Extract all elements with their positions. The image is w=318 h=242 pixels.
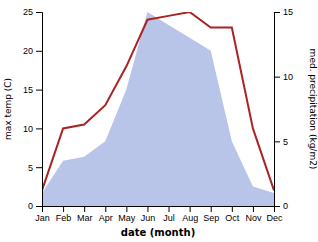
tick-label: 0 xyxy=(28,201,33,211)
tick-mark xyxy=(211,206,212,212)
tick: 5 xyxy=(28,163,42,173)
tick-label: 5 xyxy=(28,163,33,173)
plot: JanFebMarAprMayJunJulAugSepOctNovDec0510… xyxy=(23,7,293,223)
tick: 25 xyxy=(23,7,42,17)
tick: Mar xyxy=(77,206,93,223)
tick-label: 10 xyxy=(23,124,33,134)
tick: Dec xyxy=(266,206,283,223)
tick-label: Jul xyxy=(163,213,175,223)
axis-line xyxy=(275,13,281,207)
tick: Oct xyxy=(225,206,240,223)
tick-mark xyxy=(169,206,170,212)
tick-label: Sep xyxy=(203,213,219,223)
tick-label: Jan xyxy=(35,213,50,223)
tick-mark xyxy=(36,51,42,52)
tick-label: Dec xyxy=(266,213,283,223)
tick: May xyxy=(118,206,136,223)
chart: JanFebMarAprMayJunJulAugSepOctNovDec0510… xyxy=(0,0,318,242)
tick-label: Jun xyxy=(141,213,156,223)
x-axis: Jan Feb Mar Apr May Jun Jul Aug Sep Oct Nov Dec xyxy=(35,206,283,223)
tick-label: 5 xyxy=(283,137,288,147)
y2-axis: 0 5 10 15 xyxy=(274,7,293,211)
y2-axis-title: med. precipitation (kg/m2) xyxy=(308,49,318,170)
tick-mark xyxy=(274,141,280,142)
tick-mark xyxy=(126,206,127,212)
tick-label: 15 xyxy=(283,7,293,17)
tick: Nov xyxy=(245,206,262,223)
tick: 5 xyxy=(274,137,288,147)
tick-mark xyxy=(84,206,85,212)
tick: Jun xyxy=(141,206,156,223)
y-axis-title: max temp (C) xyxy=(3,78,13,140)
tick-mark xyxy=(105,206,106,212)
tick-mark xyxy=(147,206,148,212)
tick-mark xyxy=(36,167,42,168)
area xyxy=(42,12,274,206)
tick-mark xyxy=(274,77,280,78)
tick: 10 xyxy=(274,72,293,82)
y-axis: 0 5 10 15 20 25 xyxy=(23,7,43,211)
tick-label: 25 xyxy=(23,7,33,17)
tick: Feb xyxy=(56,206,72,223)
tick-mark xyxy=(190,206,191,212)
tick: Jul xyxy=(163,206,175,223)
tick-mark xyxy=(253,206,254,212)
tick-label: 10 xyxy=(283,72,293,82)
tick-label: 20 xyxy=(23,46,33,56)
tick-label: Oct xyxy=(225,213,240,223)
tick: Apr xyxy=(99,206,113,223)
tick: Aug xyxy=(182,206,198,223)
axis-line xyxy=(36,13,43,207)
tick-label: 0 xyxy=(283,201,288,211)
tick-mark xyxy=(232,206,233,212)
tick: 0 xyxy=(274,201,288,211)
tick: 0 xyxy=(28,201,42,211)
tick-label: May xyxy=(118,213,136,223)
tick: Jan xyxy=(35,206,50,223)
tick-mark xyxy=(36,128,42,129)
x-axis-title: date (month) xyxy=(121,227,195,238)
tick-mark xyxy=(274,12,280,13)
tick: Sep xyxy=(203,206,219,223)
tick-label: Nov xyxy=(245,213,262,223)
tick-mark xyxy=(36,90,42,91)
tick: 15 xyxy=(23,85,42,95)
line xyxy=(42,12,274,190)
tick-label: 15 xyxy=(23,85,33,95)
tick-label: Aug xyxy=(182,213,198,223)
tick-label: Feb xyxy=(56,213,72,223)
tick-mark xyxy=(36,206,42,207)
tick-label: Apr xyxy=(99,213,113,223)
tick: 10 xyxy=(23,124,42,134)
tick-mark xyxy=(274,206,280,207)
axis-line xyxy=(43,207,275,213)
tick-mark xyxy=(63,206,64,212)
marks xyxy=(42,12,274,206)
tick: 20 xyxy=(23,46,42,56)
tick: 15 xyxy=(274,7,293,17)
tick-label: Mar xyxy=(77,213,93,223)
tick-mark xyxy=(36,12,42,13)
